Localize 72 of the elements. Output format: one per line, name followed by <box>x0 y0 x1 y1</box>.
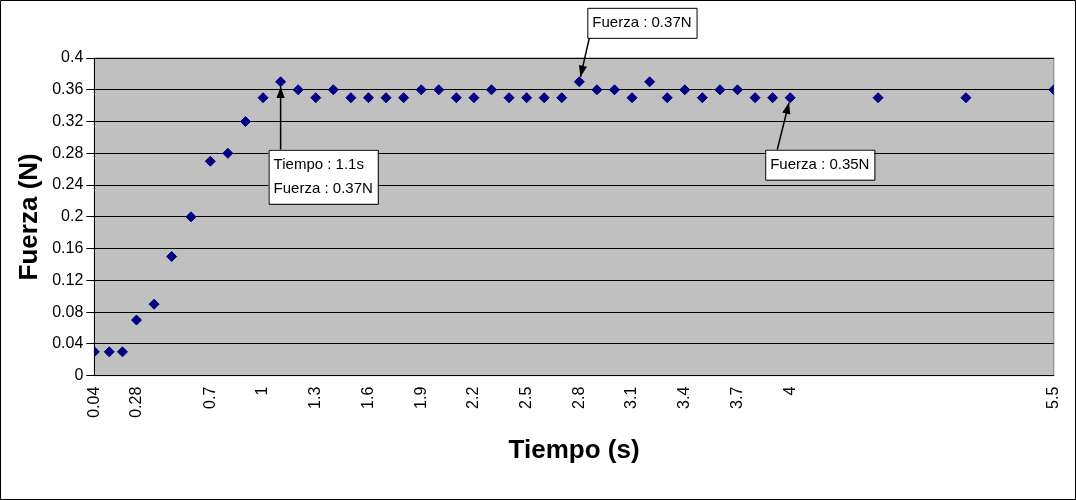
point <box>148 298 160 310</box>
point <box>185 211 197 223</box>
annotation: Fuerza : 0.35N <box>770 154 870 172</box>
point <box>538 92 550 104</box>
annotation: Tiempo : 1.1s Fuerza : 0.37N <box>273 154 373 196</box>
x-tick-label: 3.7 <box>727 386 745 409</box>
x-tick-label: 1.9 <box>411 386 429 409</box>
y-tick-label: 0.24 <box>52 175 84 193</box>
x-tick-label: 0.7 <box>200 386 218 409</box>
point <box>556 92 568 104</box>
point <box>450 92 462 104</box>
point <box>204 155 216 167</box>
x-tick-label: 3.4 <box>675 386 693 409</box>
point <box>327 84 339 96</box>
point <box>362 92 374 104</box>
y-tick-label: 0.32 <box>52 111 84 129</box>
x-tick-label: 3.1 <box>622 386 640 409</box>
point <box>872 92 884 104</box>
y-axis-title: Fuerza (N) <box>12 153 43 281</box>
y-tick-label: 0.2 <box>61 207 84 225</box>
y-tick-label: 0.04 <box>52 334 84 352</box>
y-tick-label: 0 <box>74 366 84 384</box>
point <box>644 76 656 88</box>
point <box>275 76 287 88</box>
point <box>485 84 497 96</box>
point <box>239 116 251 128</box>
point <box>380 92 392 104</box>
point <box>521 92 533 104</box>
x-tick-label: 0.28 <box>126 386 144 418</box>
y-tick-label: 0.36 <box>52 80 84 98</box>
point <box>573 76 585 88</box>
y-tick-label: 0.08 <box>52 302 84 320</box>
point <box>433 84 445 96</box>
point <box>310 92 322 104</box>
point <box>679 84 691 96</box>
point <box>732 84 743 96</box>
point <box>131 314 143 326</box>
y-tick-label: 0.12 <box>52 270 84 288</box>
y-tick-label: 0.16 <box>52 239 84 256</box>
x-tick-label: 2.2 <box>464 386 482 409</box>
point <box>415 84 427 96</box>
x-tick-label: 2.8 <box>569 386 587 409</box>
point <box>749 92 761 104</box>
point <box>222 147 234 159</box>
point <box>626 92 638 104</box>
point <box>116 346 128 358</box>
x-tick-label: 2.5 <box>517 386 535 409</box>
point <box>166 251 178 263</box>
x-axis-title: Tiempo (s) <box>508 433 640 464</box>
y-tick-label: 0.4 <box>61 48 84 66</box>
x-tick-label: 4 <box>780 386 798 396</box>
point <box>714 84 726 96</box>
annotation: Fuerza : 0.37N <box>592 12 692 30</box>
point <box>696 92 708 104</box>
point <box>608 84 620 96</box>
point <box>591 84 603 96</box>
x-tick-label: 1 <box>253 386 271 396</box>
point <box>468 92 480 104</box>
point <box>398 92 410 104</box>
y-tick-label: 0.28 <box>52 143 84 161</box>
x-tick-label: 1.6 <box>358 386 376 409</box>
x-tick-label: 1.3 <box>306 386 324 409</box>
point <box>345 92 357 104</box>
point <box>661 92 673 104</box>
point <box>292 84 304 96</box>
x-tick-label: 5.5 <box>1044 386 1062 409</box>
point <box>767 92 779 104</box>
point <box>784 92 796 104</box>
point <box>257 92 269 104</box>
point <box>960 92 972 104</box>
point <box>103 346 115 358</box>
point <box>503 92 515 104</box>
